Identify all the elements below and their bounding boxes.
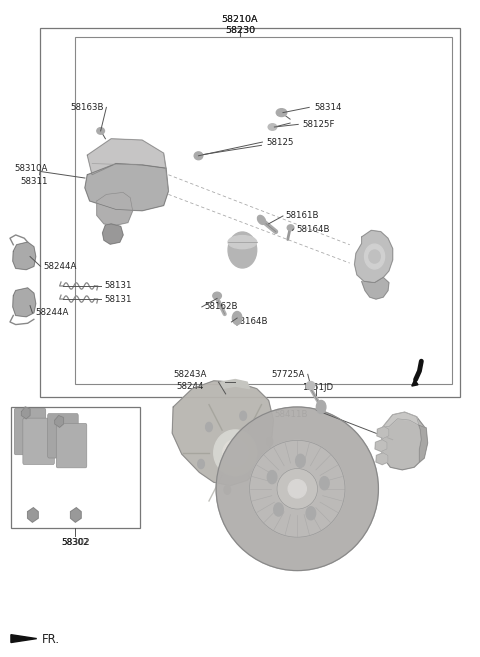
Ellipse shape xyxy=(228,232,257,268)
Ellipse shape xyxy=(214,430,257,476)
Circle shape xyxy=(320,476,329,489)
Polygon shape xyxy=(28,508,38,522)
Text: 58302: 58302 xyxy=(61,538,89,547)
Polygon shape xyxy=(22,407,30,419)
Text: 58162B: 58162B xyxy=(204,302,238,311)
Circle shape xyxy=(267,470,277,484)
Ellipse shape xyxy=(257,215,265,225)
Polygon shape xyxy=(87,139,166,175)
Circle shape xyxy=(274,503,283,516)
Text: 58163B: 58163B xyxy=(71,103,104,112)
Text: 58131: 58131 xyxy=(104,294,132,304)
Ellipse shape xyxy=(306,382,315,390)
Ellipse shape xyxy=(364,244,384,269)
Polygon shape xyxy=(13,242,36,269)
Ellipse shape xyxy=(277,468,318,509)
Ellipse shape xyxy=(216,407,378,570)
Ellipse shape xyxy=(194,152,203,160)
Bar xyxy=(11,407,140,528)
Text: 58164B: 58164B xyxy=(296,225,330,233)
Text: 58164B: 58164B xyxy=(234,317,268,327)
Text: 58125: 58125 xyxy=(266,137,294,147)
Text: 58310A: 58310A xyxy=(15,164,48,173)
Ellipse shape xyxy=(369,250,380,263)
Polygon shape xyxy=(97,193,132,225)
Text: 58243A: 58243A xyxy=(173,370,206,379)
Polygon shape xyxy=(11,635,36,643)
Circle shape xyxy=(266,437,273,446)
FancyBboxPatch shape xyxy=(48,413,78,458)
Polygon shape xyxy=(381,412,427,470)
Polygon shape xyxy=(377,426,389,438)
FancyBboxPatch shape xyxy=(56,423,87,468)
Circle shape xyxy=(316,401,326,413)
FancyBboxPatch shape xyxy=(14,408,46,455)
Text: 58314: 58314 xyxy=(314,103,341,112)
Ellipse shape xyxy=(213,292,221,300)
Circle shape xyxy=(232,311,242,325)
Text: 58302: 58302 xyxy=(61,538,90,547)
Text: 58244: 58244 xyxy=(177,382,204,390)
Circle shape xyxy=(306,507,316,520)
Ellipse shape xyxy=(276,108,287,116)
Text: 58210A: 58210A xyxy=(222,15,258,24)
Polygon shape xyxy=(103,224,123,244)
Ellipse shape xyxy=(268,124,277,130)
Text: FR.: FR. xyxy=(42,633,60,646)
Ellipse shape xyxy=(287,225,294,231)
Polygon shape xyxy=(419,425,428,462)
Text: 58125F: 58125F xyxy=(302,120,335,129)
Text: 58244A: 58244A xyxy=(36,308,69,317)
Text: 58161B: 58161B xyxy=(285,212,319,221)
Text: 58230: 58230 xyxy=(225,26,255,35)
Text: 57725A: 57725A xyxy=(271,370,304,379)
Circle shape xyxy=(198,459,204,468)
Polygon shape xyxy=(376,453,388,464)
Text: 58411B: 58411B xyxy=(275,411,308,419)
Polygon shape xyxy=(383,412,419,426)
Ellipse shape xyxy=(288,480,306,498)
Ellipse shape xyxy=(223,440,248,466)
Bar xyxy=(39,28,459,397)
Text: 58210A: 58210A xyxy=(222,15,258,24)
Polygon shape xyxy=(355,231,393,283)
Circle shape xyxy=(296,454,305,467)
Polygon shape xyxy=(55,415,63,427)
Circle shape xyxy=(224,486,230,494)
Polygon shape xyxy=(85,164,168,211)
Text: 58244A: 58244A xyxy=(43,262,77,271)
Text: 58131: 58131 xyxy=(104,281,132,290)
Polygon shape xyxy=(172,381,274,486)
Polygon shape xyxy=(71,508,81,522)
Polygon shape xyxy=(362,277,389,299)
Ellipse shape xyxy=(97,127,105,134)
Circle shape xyxy=(205,422,212,432)
Ellipse shape xyxy=(228,236,257,249)
Circle shape xyxy=(258,474,265,483)
Polygon shape xyxy=(412,380,418,386)
Polygon shape xyxy=(221,380,250,389)
Text: 58230: 58230 xyxy=(225,26,255,35)
Circle shape xyxy=(240,411,247,420)
Text: 1351JD: 1351JD xyxy=(302,383,333,392)
Polygon shape xyxy=(13,288,36,317)
Polygon shape xyxy=(375,440,387,451)
Bar xyxy=(75,37,452,384)
Ellipse shape xyxy=(250,440,345,537)
Text: 58311: 58311 xyxy=(21,177,48,187)
FancyBboxPatch shape xyxy=(23,418,54,464)
